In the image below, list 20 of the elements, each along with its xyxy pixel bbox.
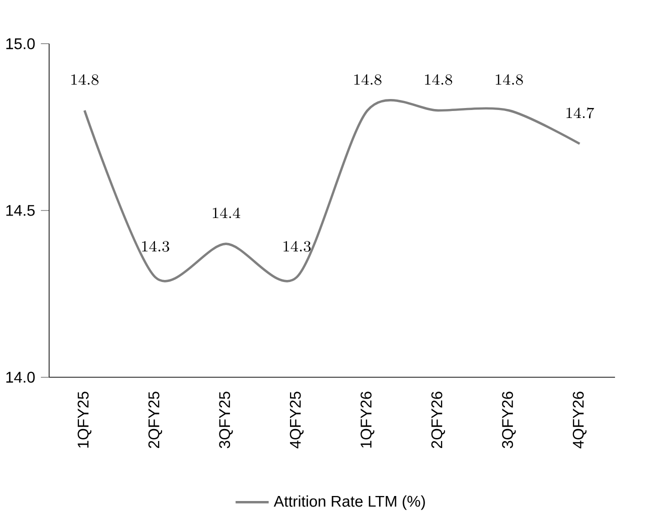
x-tick-label: 3QFY25	[219, 392, 233, 448]
x-tick-label: 3QFY26	[502, 392, 516, 448]
y-tick-label: 15.0	[6, 38, 35, 50]
data-label: 14.8	[425, 74, 452, 86]
legend-label: Attrition Rate LTM (%)	[274, 496, 425, 510]
data-label: 14.7	[566, 108, 594, 118]
data-label: 14.8	[354, 74, 382, 86]
y-tick-label: 14.5	[6, 205, 35, 216]
x-tick-label: 1QFY26	[360, 392, 374, 448]
x-tick-label: 4QFY26	[572, 392, 587, 449]
x-tick-label: 4QFY25	[290, 392, 304, 449]
x-tick-label: 2QFY25	[148, 392, 162, 448]
data-label: 14.3	[284, 241, 311, 252]
data-label: 14.3	[142, 241, 170, 252]
y-tick-label: 14.0	[6, 372, 35, 383]
data-label: 14.8	[496, 74, 523, 86]
data-label: 14.8	[71, 74, 98, 86]
x-tick-label: 2QFY26	[431, 392, 446, 448]
x-tick-label: 1QFY25	[78, 392, 92, 448]
data-label: 14.4	[212, 208, 240, 218]
